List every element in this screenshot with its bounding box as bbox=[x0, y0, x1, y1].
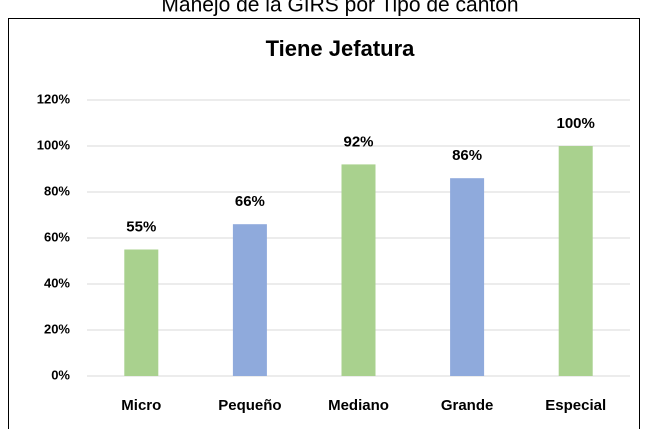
x-tick-label: Mediano bbox=[328, 397, 389, 414]
x-tick-label: Micro bbox=[121, 397, 161, 414]
data-label: 100% bbox=[557, 115, 595, 132]
bar bbox=[450, 178, 485, 376]
data-label: 86% bbox=[452, 147, 482, 164]
x-tick-label: Grande bbox=[441, 397, 494, 414]
y-tick-label: 100% bbox=[37, 137, 71, 152]
x-tick-label: Pequeño bbox=[218, 397, 281, 414]
data-label: 55% bbox=[126, 218, 156, 235]
y-tick-label: 60% bbox=[44, 229, 70, 244]
y-tick-label: 20% bbox=[44, 321, 70, 336]
x-tick-label: Especial bbox=[545, 397, 606, 414]
bar bbox=[558, 146, 593, 376]
data-label: 92% bbox=[343, 133, 373, 150]
bar bbox=[124, 249, 159, 376]
bar bbox=[341, 164, 376, 376]
page-title: Manejo de la GIRS por Tipo de cantón bbox=[161, 0, 518, 17]
bar bbox=[232, 224, 267, 376]
chart-frame bbox=[8, 18, 640, 429]
y-tick-label: 120% bbox=[37, 91, 71, 106]
chart-title: Tiene Jefatura bbox=[266, 36, 416, 61]
y-tick-label: 80% bbox=[44, 183, 70, 198]
y-tick-label: 40% bbox=[44, 275, 70, 290]
y-tick-label: 0% bbox=[51, 367, 70, 382]
data-label: 66% bbox=[235, 193, 265, 210]
